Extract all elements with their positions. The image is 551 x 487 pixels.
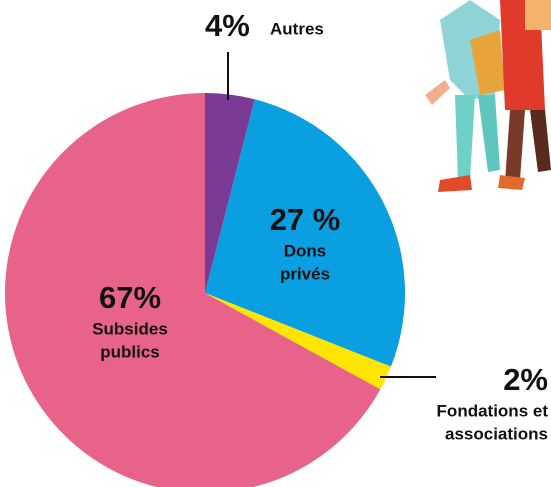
illustration bbox=[425, 0, 551, 192]
category-label: Dons bbox=[284, 241, 327, 260]
pie bbox=[5, 93, 405, 487]
chart: 4% Autres 27 % Dons privés 2% Fondations et ass… bbox=[0, 0, 551, 487]
category-label: Autres bbox=[270, 19, 324, 38]
value-label: 4% bbox=[205, 8, 250, 43]
category-label: privés bbox=[280, 264, 330, 283]
value-label: 67% bbox=[99, 280, 161, 315]
category-label: associations bbox=[445, 424, 548, 443]
value-label: 2% bbox=[503, 362, 548, 397]
value-label: 27 % bbox=[270, 202, 341, 237]
category-label: Fondations et bbox=[437, 401, 549, 420]
category-label: Subsides bbox=[92, 319, 168, 338]
category-label: publics bbox=[100, 342, 160, 361]
